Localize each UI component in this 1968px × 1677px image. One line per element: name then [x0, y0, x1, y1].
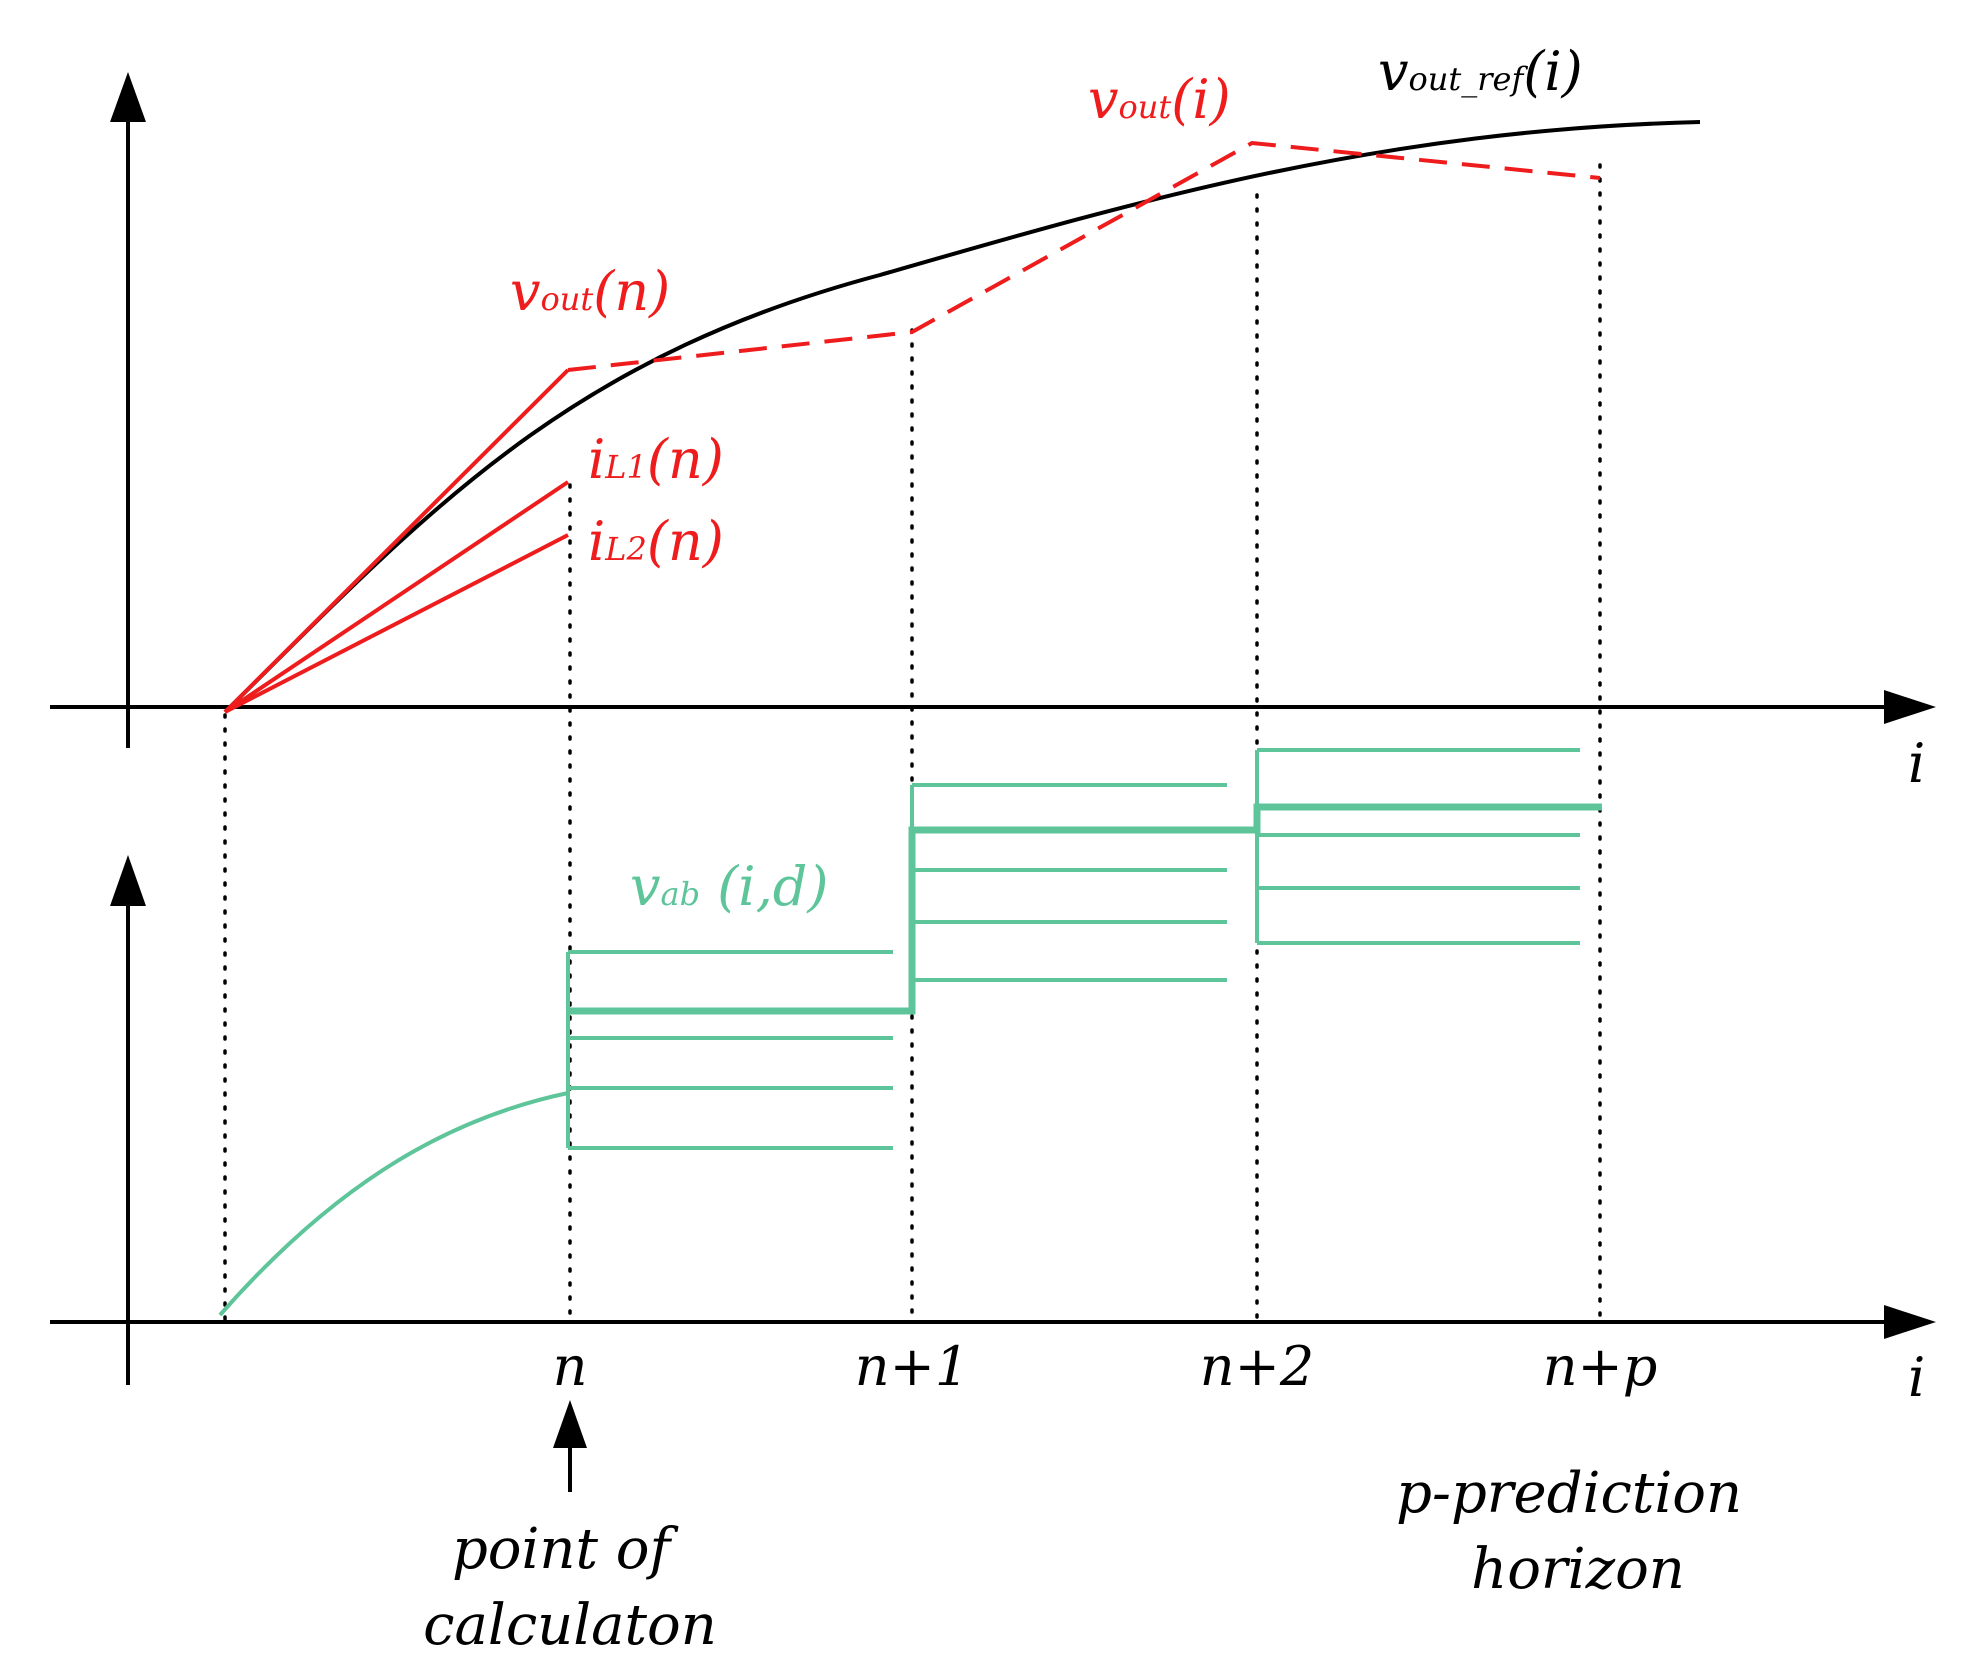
vab-optimal-path [568, 803, 1602, 1015]
annotation-horizon: p-prediction horizon [1396, 1461, 1760, 1602]
vab-history-curve [218, 1091, 569, 1317]
annotation-point-of-calc: point of calculaton [423, 1517, 717, 1658]
bottom-x-axis-label: i [1908, 1346, 1925, 1409]
tick-np: n+p [1543, 1335, 1658, 1398]
label-vout-i: vout(i) [1088, 68, 1231, 131]
green-lines [218, 748, 1602, 1317]
red-lines [223, 140, 1601, 714]
iL1-line [223, 480, 570, 714]
label-vout-n: vout(n) [510, 260, 670, 323]
iL2-line [224, 533, 569, 714]
bottom-x-arrowhead [1884, 1305, 1936, 1339]
tick-labels: n n+1 n+2 n+p [553, 1335, 1658, 1398]
tick-n: n [553, 1335, 588, 1398]
top-axes: i [50, 72, 1936, 795]
label-iL2-n: iL2(n) [588, 510, 724, 573]
label-vab: vab (i,d) [630, 855, 828, 918]
label-iL1-n: iL1(n) [588, 428, 724, 491]
tick-n1: n+1 [855, 1335, 969, 1398]
point-of-calc-arrow [553, 1400, 587, 1492]
dotted-guides [223, 163, 1602, 1322]
tick-n2: n+2 [1200, 1335, 1314, 1398]
top-x-axis-label: i [1908, 732, 1925, 795]
vout-n-line [223, 368, 570, 714]
calc-arrowhead [553, 1400, 587, 1448]
top-y-arrowhead [110, 72, 146, 122]
bottom-y-arrowhead [110, 855, 146, 906]
bottom-axes: i [50, 855, 1936, 1409]
label-vout-ref: vout_ref(i) [1378, 40, 1583, 103]
vout-ref-curve [223, 120, 1701, 714]
vout-i-dashed [567, 140, 1601, 372]
top-x-arrowhead [1884, 690, 1936, 724]
